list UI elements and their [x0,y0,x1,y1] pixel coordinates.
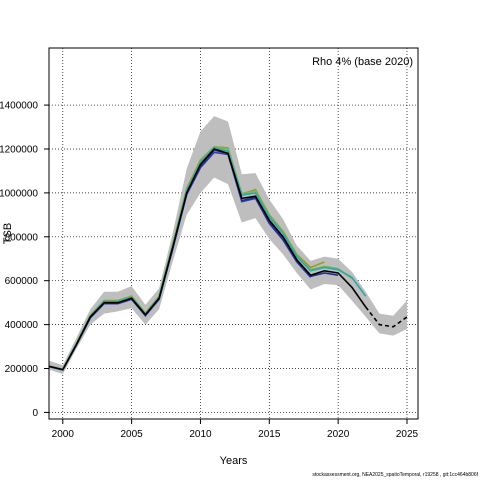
y-tick-label-4: 800000 [5,232,39,243]
x-tick-label-4: 2020 [327,429,350,440]
y-tick-label-6: 1200000 [0,144,38,155]
footer-credit: stockassessment.org, NEA2025_spatioTempo… [312,472,478,478]
plot-frame [48,47,419,420]
x-axis: 2000 2005 2010 2015 2020 2025 [52,419,419,440]
y-tick-label-0: 0 [32,408,38,419]
rho-annotation: Rho 4% (base 2020) [312,56,413,68]
grid [49,48,418,419]
y-tick-label-3: 600000 [5,276,39,287]
x-tick-label-5: 2025 [396,429,419,440]
y-axis: 0 200000 400000 600000 800000 1000000 1200000 1… [0,101,49,419]
confidence-band-area [49,116,407,374]
series-line-base-forecast [365,306,408,328]
confidence-band [49,116,407,374]
series-lines [48,145,408,371]
x-tick-label-2: 2010 [189,429,212,440]
x-axis-title: Years [220,455,248,467]
y-axis-title: TSB [2,223,14,244]
y-tick-label-7: 1400000 [0,101,38,112]
x-tick-label-3: 2015 [258,429,281,440]
y-tick-label-2: 400000 [5,320,39,331]
y-tick-label-1: 200000 [5,364,39,375]
y-tick-label-5: 1000000 [0,188,38,199]
series-line-peel5 [48,151,312,371]
x-tick-label-1: 2005 [120,429,143,440]
series-line-base [48,148,367,371]
x-tick-label-0: 2000 [52,429,75,440]
